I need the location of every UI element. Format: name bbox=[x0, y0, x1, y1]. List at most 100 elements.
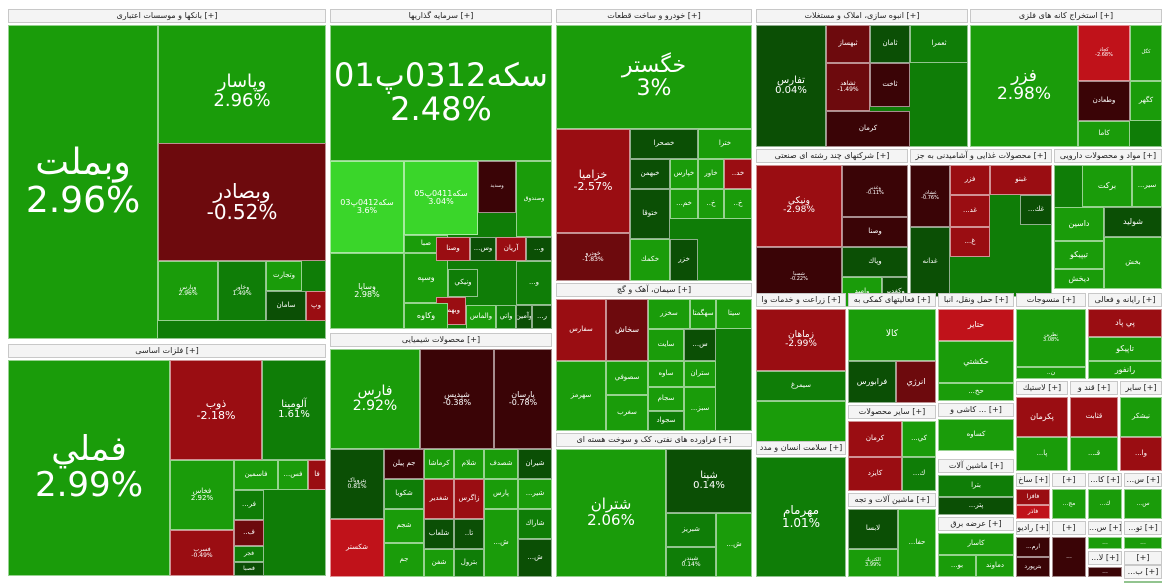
sector-header[interactable]: بانکها و موسسات اعتباری [+] bbox=[8, 9, 326, 23]
stock-tile[interactable]: ..خ bbox=[698, 189, 724, 219]
stock-tile[interactable]: كرمان bbox=[826, 111, 910, 147]
stock-tile[interactable]: وسپه bbox=[404, 253, 448, 303]
stock-tile[interactable]: فسرب -0.49% bbox=[170, 530, 234, 576]
stock-tile[interactable]: وبملت 2.96% bbox=[8, 25, 158, 339]
stock-tile[interactable]: غدانه bbox=[910, 227, 950, 297]
stock-tile[interactable]: شيران bbox=[518, 449, 552, 479]
stock-tile[interactable]: ديخش bbox=[1054, 269, 1104, 289]
stock-tile[interactable]: داسين bbox=[1054, 207, 1104, 241]
stock-tile[interactable]: خگستر 3% bbox=[556, 25, 752, 129]
stock-tile[interactable]: فارس 2.92% bbox=[330, 349, 420, 449]
stock-tile[interactable]: خاور bbox=[698, 159, 724, 189]
stock-tile[interactable]: سيتا bbox=[716, 299, 752, 329]
stock-tile[interactable]: فخاس 2.92% bbox=[170, 460, 234, 530]
sector-header[interactable]: [+] bbox=[1052, 521, 1086, 535]
stock-tile[interactable]: كاسار bbox=[938, 533, 1014, 555]
stock-tile[interactable]: ساوه bbox=[648, 361, 684, 387]
stock-tile[interactable]: ...ش bbox=[716, 513, 752, 577]
stock-tile[interactable]: آلومينا 1.61% bbox=[262, 360, 326, 460]
stock-tile[interactable]: ثاخت bbox=[870, 63, 910, 107]
stock-tile[interactable]: سکه0411پ05 3.04% bbox=[404, 161, 478, 235]
stock-tile[interactable]: پتروپاک 0.81% bbox=[330, 449, 384, 519]
sector-header[interactable]: ...ب [+] bbox=[1124, 565, 1162, 579]
stock-tile[interactable]: شكستر bbox=[330, 519, 384, 577]
sector-header[interactable]: سیمان، آهک و گچ [+] bbox=[556, 283, 752, 297]
stock-tile[interactable]: وپ bbox=[306, 291, 326, 321]
sector-header[interactable]: حمل ونقل، انبا [+] bbox=[938, 293, 1014, 307]
stock-tile[interactable]: فا bbox=[308, 460, 326, 490]
stock-tile[interactable]: وپاسار 2.96% bbox=[158, 25, 326, 159]
stock-tile[interactable]: ...ش bbox=[518, 539, 552, 577]
sector-header[interactable]: ...كا [+] bbox=[1088, 473, 1122, 487]
stock-tile[interactable]: شبريز bbox=[666, 513, 716, 547]
stock-tile[interactable]: ... bbox=[1088, 567, 1122, 577]
stock-tile[interactable]: ..خد bbox=[724, 159, 752, 189]
stock-tile[interactable]: شتران 2.06% bbox=[556, 449, 666, 577]
stock-tile[interactable]: ثبهساز bbox=[826, 25, 870, 63]
stock-tile[interactable]: سجام bbox=[648, 387, 684, 411]
stock-tile[interactable]: ستران bbox=[684, 361, 716, 387]
stock-tile[interactable]: پارس bbox=[484, 479, 518, 509]
sector-header[interactable]: [+] bbox=[1124, 551, 1162, 565]
sector-header[interactable]: [+] bbox=[1052, 473, 1086, 487]
stock-tile[interactable]: ...فس bbox=[278, 460, 308, 490]
stock-tile[interactable]: شاراك bbox=[518, 509, 552, 539]
stock-tile[interactable]: وساپا 2.98% bbox=[330, 253, 404, 329]
stock-tile[interactable]: شپديس -0.38% bbox=[420, 349, 494, 449]
stock-tile[interactable]: ...پا bbox=[1016, 437, 1068, 471]
stock-tile[interactable]: وسدید bbox=[478, 161, 516, 213]
stock-tile[interactable]: ذوب -2.18% bbox=[170, 360, 262, 460]
stock-tile[interactable]: شكويا bbox=[384, 479, 424, 509]
stock-tile[interactable]: سجواد bbox=[648, 411, 684, 431]
sector-header[interactable]: رادیو [+] bbox=[1016, 521, 1050, 535]
sector-header[interactable]: مواد و محصولات دارویی [+] bbox=[1054, 149, 1162, 163]
stock-tile[interactable]: شلعاب bbox=[424, 519, 454, 549]
stock-tile[interactable]: سايت bbox=[648, 329, 684, 361]
stock-tile[interactable]: جم bbox=[384, 543, 424, 577]
stock-tile[interactable]: خصحرا bbox=[630, 129, 698, 159]
stock-tile[interactable]: ...سبز bbox=[684, 387, 716, 431]
stock-tile[interactable]: ...حفا bbox=[898, 509, 936, 577]
stock-tile[interactable]: سهرمز bbox=[556, 361, 606, 431]
stock-tile[interactable]: ...غك bbox=[1020, 195, 1052, 225]
stock-tile[interactable]: كرمان bbox=[848, 421, 902, 457]
stock-tile[interactable]: سکه0312پ01 2.48% bbox=[330, 25, 552, 161]
sector-header[interactable]: رایانه و فعالی [+] bbox=[1088, 293, 1162, 307]
stock-tile[interactable]: دماوند bbox=[976, 555, 1014, 577]
stock-tile[interactable]: مهرمام 1.01% bbox=[756, 457, 846, 577]
stock-tile[interactable]: غبنو bbox=[990, 165, 1052, 195]
stock-tile[interactable]: ختوقا bbox=[630, 189, 670, 239]
stock-tile[interactable]: ...بو bbox=[938, 555, 976, 577]
stock-tile[interactable]: خزامیا -2.57% bbox=[556, 129, 630, 233]
stock-tile[interactable]: سصوفي bbox=[606, 361, 648, 395]
sector-header[interactable]: فراورده های نفتی، کک و سوخت هسته ای [+] bbox=[556, 433, 752, 447]
stock-tile[interactable]: ...قـ bbox=[1070, 437, 1118, 471]
sector-header[interactable]: انبوه سازی، املاک و مستغلات [+] bbox=[756, 9, 968, 23]
stock-tile[interactable]: وصنا bbox=[436, 237, 470, 261]
stock-tile[interactable]: سکه0412پ03 3.6% bbox=[330, 161, 404, 253]
sector-header[interactable]: ماشین آلات و تجه [+] bbox=[848, 493, 936, 507]
stock-tile[interactable]: ..تا bbox=[454, 519, 484, 549]
stock-tile[interactable]: خزر bbox=[670, 239, 698, 281]
stock-tile[interactable]: واتي bbox=[496, 305, 516, 329]
stock-tile[interactable]: پي پاد bbox=[1088, 309, 1162, 337]
stock-tile[interactable]: وتجارت bbox=[266, 261, 302, 291]
stock-tile[interactable]: سامان bbox=[266, 291, 306, 321]
stock-tile[interactable]: كرماشا bbox=[424, 449, 454, 479]
sector-header[interactable]: ساخ [+] bbox=[1016, 473, 1050, 487]
stock-tile[interactable]: ثشاهد -1.49% bbox=[826, 63, 870, 111]
stock-tile[interactable]: كساوه bbox=[938, 419, 1014, 451]
stock-tile[interactable]: سغرب bbox=[606, 395, 648, 431]
stock-tile[interactable]: شوليد bbox=[1104, 207, 1162, 237]
stock-tile[interactable]: ...و bbox=[516, 261, 552, 305]
stock-tile[interactable]: شجم bbox=[384, 509, 424, 543]
stock-tile[interactable]: شبندر 0.14% bbox=[666, 547, 716, 577]
sector-header[interactable]: ماشین آلات [+] bbox=[938, 459, 1014, 473]
stock-tile[interactable]: فزر 2.98% bbox=[970, 25, 1078, 147]
sector-header[interactable]: سلامت انسان و مدد [+] bbox=[756, 441, 846, 455]
stock-tile[interactable]: سفارس bbox=[556, 299, 606, 361]
stock-tile[interactable]: والماس bbox=[466, 305, 496, 329]
stock-tile[interactable]: ...ارم bbox=[1016, 537, 1050, 557]
stock-tile[interactable]: ...ر bbox=[532, 305, 552, 329]
sector-header[interactable]: ...س [+] bbox=[1088, 521, 1122, 535]
